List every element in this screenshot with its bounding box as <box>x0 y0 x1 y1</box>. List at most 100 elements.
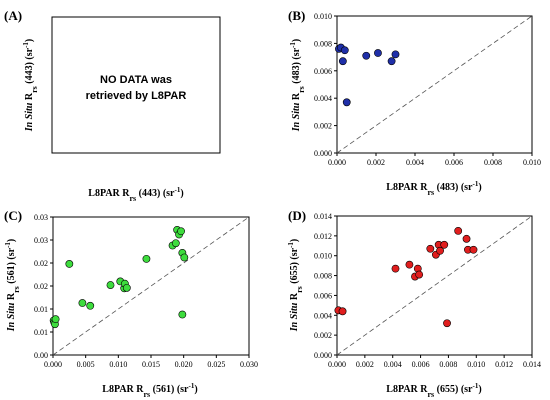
panel-d-point <box>436 246 444 255</box>
panel-b-xtick-label: 0.008 <box>484 158 502 167</box>
y-label-text: R <box>6 292 17 303</box>
panel-b-point <box>374 49 382 57</box>
x-label-tail: (443) (sr <box>136 188 175 199</box>
y-label-subscript: rs <box>12 286 21 293</box>
y-label-subscript: rs <box>297 86 306 93</box>
panel-d-one-to-one-line <box>336 215 533 356</box>
panel-d-xtick-label: 0.006 <box>412 360 430 369</box>
panel-c-point <box>106 281 115 289</box>
panel-b-xtick-label: 0.000 <box>328 158 346 167</box>
panel-c-xtick-label: 0.010 <box>109 360 127 369</box>
y-label-italic: In Situ <box>291 102 302 132</box>
panel-a-plot-frame <box>51 16 221 154</box>
panel-b-ytick-label: 0.006 <box>314 67 332 76</box>
x-label-superscript: -1 <box>189 382 195 390</box>
panel-a-x-axis-label: L8PAR Rrs (443) (sr-1) <box>88 186 183 203</box>
panel-c-point <box>178 310 187 319</box>
x-label-subscript: rs <box>428 390 435 399</box>
panel-c-point <box>51 315 60 324</box>
y-label-italic: In Situ <box>6 302 17 332</box>
panel-a-label: (A) <box>4 8 22 23</box>
panel-d-point <box>462 234 471 243</box>
y-label-tail: (443) (sr <box>24 47 35 86</box>
panel-c-point <box>122 283 131 292</box>
panel-c-ytick-label: 0.02 <box>34 259 48 268</box>
x-label-close: ) <box>194 384 197 395</box>
panel-d: (D) 0.000 0.002 0.004 0.006 0.008 0.010 0.012 0.… <box>287 208 541 399</box>
panel-d-point <box>454 226 463 235</box>
panel-b-y-axis-label: In Situ Rrs (483) (sr-1) <box>289 39 306 133</box>
y-label-subscript: rs <box>30 86 39 93</box>
y-label-italic: In Situ <box>24 102 35 132</box>
y-label-close: ) <box>6 239 17 242</box>
panel-d-point <box>440 240 449 249</box>
panel-d-point <box>415 270 424 279</box>
panel-d-ytick-label: 0.006 <box>314 291 332 300</box>
y-label-text: R <box>24 92 35 103</box>
y-label-text: R <box>291 92 302 103</box>
panel-c-xtick-label: 0.030 <box>240 360 258 369</box>
panel-d-x-axis-label: L8PAR Rrs (655) (sr-1) <box>386 382 481 399</box>
panel-b-plot-frame <box>336 15 533 154</box>
panel-b-xtick-label: 0.010 <box>523 158 541 167</box>
x-label-subscript: rs <box>428 188 435 197</box>
y-label-tail: (655) (sr <box>289 247 300 286</box>
panel-c-ytick-label: 0.03 <box>34 236 48 245</box>
panel-d-xtick-label: 0.008 <box>439 360 457 369</box>
y-label-subscript: rs <box>295 286 304 293</box>
panel-b-xtick-label: 0.004 <box>406 158 424 167</box>
y-label-superscript: -1 <box>22 42 30 48</box>
panel-c-point <box>142 254 151 263</box>
x-label-close: ) <box>478 182 481 193</box>
y-label-close: ) <box>24 39 35 42</box>
panel-d-point <box>426 244 435 253</box>
panel-d-point <box>443 319 451 328</box>
panel-c-xtick-label: 0.025 <box>207 360 225 369</box>
x-label-text: L8PAR R <box>386 384 428 395</box>
panel-d-ytick-label: 0.000 <box>314 351 332 360</box>
panel-c-xtick-label: 0.015 <box>142 360 160 369</box>
panel-d-xtick-label: 0.010 <box>467 360 485 369</box>
x-label-text: L8PAR R <box>88 188 130 199</box>
y-label-italic: In Situ <box>289 302 300 332</box>
panel-b-ytick-label: 0.008 <box>314 39 332 48</box>
y-label-superscript: -1 <box>289 42 297 48</box>
panel-c-xtick-label: 0.020 <box>175 360 193 369</box>
y-label-close: ) <box>291 39 302 42</box>
x-label-superscript: -1 <box>175 186 181 194</box>
panel-c-ytick-label: 0.03 <box>34 213 48 222</box>
panel-c-xtick-label: 0.005 <box>77 360 95 369</box>
panel-c-label: (C) <box>4 208 22 223</box>
panel-c-point <box>86 301 95 310</box>
y-label-superscript: -1 <box>287 242 295 248</box>
panel-d-ytick-label: 0.012 <box>314 232 332 241</box>
panel-c-ytick-label: 0.01 <box>34 328 48 337</box>
panel-d-xtick-label: 0.014 <box>523 360 541 369</box>
panel-c-x-axis-label: L8PAR Rrs (561) (sr-1) <box>102 382 197 399</box>
panel-a-y-axis-label: In Situ Rrs (443) (sr-1) <box>22 39 39 133</box>
panel-b-ytick-label: 0.002 <box>314 122 332 131</box>
panel-d-y-axis-label: In Situ Rrs (655) (sr-1) <box>287 239 304 333</box>
panel-d-plot-frame <box>336 215 533 356</box>
x-label-tail: (483) (sr <box>434 182 473 193</box>
panel-b-point <box>391 50 400 59</box>
panel-b-ytick-label: 0.004 <box>314 94 332 103</box>
panel-d-xtick-label: 0.000 <box>328 360 346 369</box>
panel-b-point <box>342 98 351 107</box>
y-label-superscript: -1 <box>4 242 12 248</box>
panel-d-xtick-label: 0.004 <box>384 360 402 369</box>
panel-a-no-data-message: retrieved by L8PAR <box>86 90 187 102</box>
panel-c-xtick-label: 0.000 <box>44 360 62 369</box>
panel-d-ytick-label: 0.002 <box>314 331 332 340</box>
panel-c-point <box>177 227 185 236</box>
y-label-tail: (561) (sr <box>6 247 17 286</box>
panel-c-point <box>180 253 189 262</box>
panel-b-ytick-label: 0.010 <box>314 12 332 21</box>
panel-b-point <box>362 51 371 60</box>
x-label-close: ) <box>478 384 481 395</box>
x-label-text: L8PAR R <box>102 384 144 395</box>
panel-b-ytick-label: 0.000 <box>314 149 332 158</box>
panel-c-point <box>78 299 87 307</box>
panel-d-xtick-label: 0.012 <box>495 360 513 369</box>
